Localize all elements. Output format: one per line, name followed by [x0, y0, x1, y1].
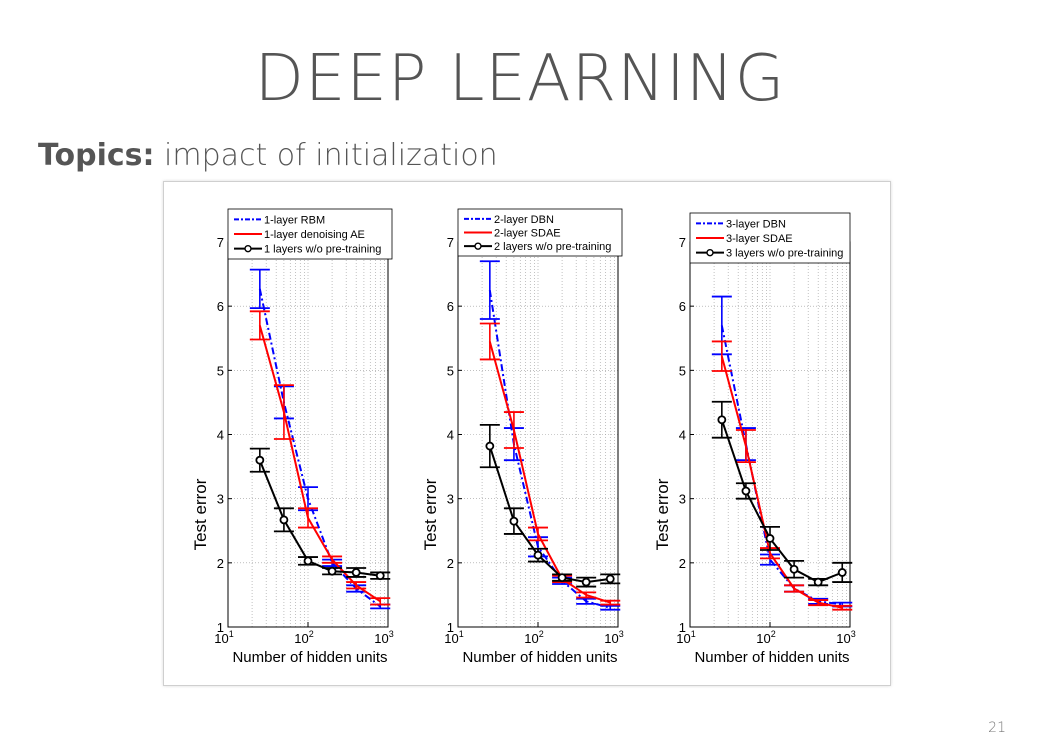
series-line [258, 288, 381, 608]
series-line [720, 355, 843, 609]
x-tick-label: 102 [294, 629, 313, 646]
y-tick-label: 1 [679, 620, 686, 635]
x-tick-label: 103 [604, 629, 623, 646]
topics-line: Topics: impact of initialization [38, 138, 498, 173]
legend-entry: 1-layer RBM [264, 214, 325, 226]
topics-text: impact of initialization [164, 138, 498, 173]
x-axis-label: Number of hidden units [232, 649, 387, 666]
data-point [605, 574, 615, 584]
chart-panel-1: 1 2 3 4 5 6 7 101 102 103 Number of hidden units Te… [191, 208, 394, 666]
data-point [581, 577, 591, 587]
x-tick-label: 102 [524, 629, 543, 646]
series-3 [479, 423, 621, 588]
y-tick-label: 1 [217, 620, 224, 635]
legend-entry: 2-layer DBN [494, 214, 554, 226]
topics-label: Topics: [38, 138, 155, 173]
data-point [375, 571, 385, 581]
y-tick-label: 6 [679, 299, 686, 314]
x-axis-label: Number of hidden units [694, 649, 849, 666]
data-point [741, 486, 751, 496]
x-axis-label: Number of hidden units [462, 649, 617, 666]
series-3 [711, 400, 853, 587]
series-line [488, 341, 611, 604]
y-axis-label: Test error [421, 478, 440, 550]
y-tick-label: 3 [679, 492, 686, 507]
data-point [789, 564, 799, 574]
y-tick-label: 5 [679, 363, 686, 378]
series-line [488, 445, 611, 584]
y-tick-label: 7 [679, 235, 686, 250]
series-line [720, 419, 843, 584]
data-point [509, 516, 519, 526]
y-tick-label: 4 [679, 428, 686, 443]
series-line [258, 325, 381, 603]
series-line [488, 289, 611, 609]
series-line [720, 325, 843, 606]
y-tick-label: 5 [217, 363, 224, 378]
legend-entry: 3 layers w/o pre-training [726, 248, 843, 260]
legend-marker [706, 248, 714, 257]
x-tick-label: 101 [444, 629, 463, 646]
y-tick-label: 3 [447, 492, 454, 507]
data-point [717, 415, 727, 425]
x-tick-label: 103 [374, 629, 393, 646]
x-tick-label: 101 [214, 629, 233, 646]
legend-entry: 2 layers w/o pre-training [494, 241, 611, 253]
y-tick-label: 2 [447, 556, 454, 571]
chart-panel-3: 1 2 3 4 5 6 7 101 102 103 Number of hidden units Te… [653, 212, 856, 666]
x-tick-label: 103 [836, 629, 855, 646]
y-tick-label: 4 [217, 428, 224, 443]
legend-entry: 3-layer DBN [726, 218, 786, 230]
data-point [485, 441, 495, 451]
chart-panel-2: 1 2 3 4 5 6 7 101 102 103 Number of hidden units Te… [421, 208, 624, 666]
y-tick-label: 4 [447, 428, 454, 443]
series-3 [249, 447, 391, 581]
y-tick-label: 2 [217, 556, 224, 571]
y-tick-label: 7 [217, 235, 224, 250]
y-tick-label: 6 [447, 299, 454, 314]
data-point [533, 550, 543, 560]
legend-entry: 3-layer SDAE [726, 233, 793, 245]
y-tick-label: 2 [679, 556, 686, 571]
legend-entry: 1-layer denoising AE [264, 229, 365, 241]
data-point [303, 556, 313, 566]
y-tick-label: 6 [217, 299, 224, 314]
data-point [765, 534, 775, 543]
slide-title: DEEP LEARNING [254, 42, 786, 116]
y-tick-label: 1 [447, 620, 454, 635]
legend-marker [244, 244, 252, 253]
legend-marker [474, 242, 482, 250]
series-2 [711, 340, 853, 611]
data-point [255, 455, 265, 465]
x-tick-label: 101 [676, 629, 695, 646]
legend: 1-layer RBM 1-layer denoising AE 1 layers … [227, 208, 393, 260]
page-number: 21 [988, 720, 1006, 736]
data-point [279, 515, 289, 525]
data-point [327, 566, 337, 576]
y-tick-label: 5 [447, 363, 454, 378]
y-tick-label: 7 [447, 235, 454, 250]
legend-entry: 1 layers w/o pre-training [264, 244, 381, 256]
legend: 3-layer DBN 3-layer SDAE 3 layers w/o pre-… [689, 212, 851, 264]
series-line [258, 459, 381, 577]
y-axis-label: Test error [653, 478, 672, 550]
data-point [351, 568, 361, 577]
series-1 [249, 268, 391, 610]
x-tick-label: 102 [756, 629, 775, 646]
series-2 [249, 310, 391, 606]
data-point [837, 568, 847, 577]
data-point [813, 577, 823, 587]
data-point [557, 573, 567, 582]
legend-entry: 2-layer SDAE [494, 228, 561, 240]
y-tick-label: 3 [217, 492, 224, 507]
y-axis-label: Test error [191, 478, 210, 550]
